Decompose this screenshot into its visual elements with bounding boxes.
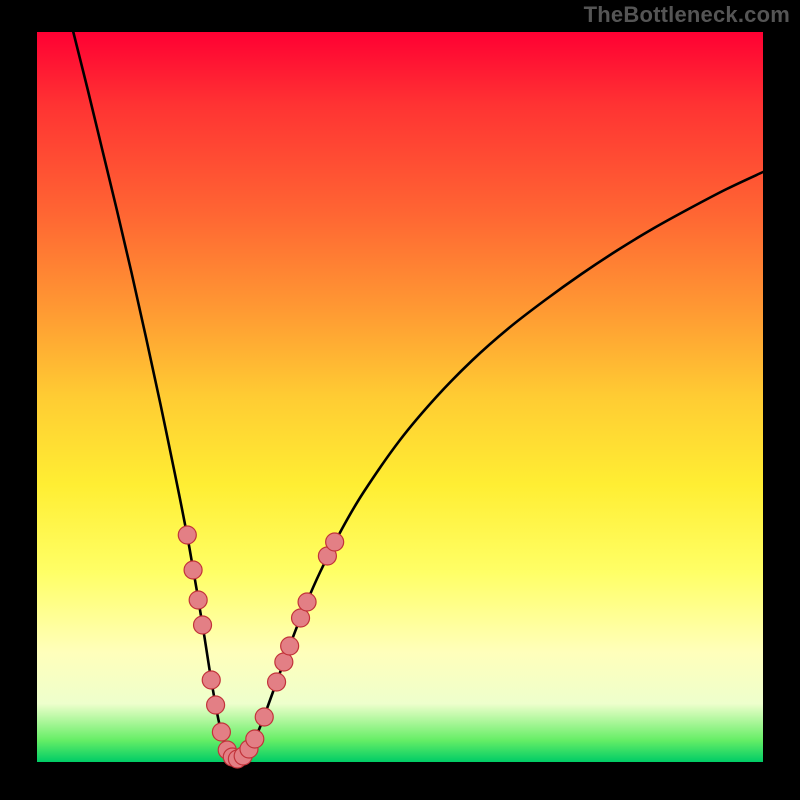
data-marker [255,708,273,726]
data-marker [189,591,207,609]
data-marker [275,653,293,671]
data-marker [281,637,299,655]
data-marker [212,723,230,741]
data-marker [326,533,344,551]
data-marker [268,673,286,691]
chart-overlay [0,0,800,800]
data-marker [298,593,316,611]
data-marker [184,561,202,579]
data-marker [292,609,310,627]
data-marker [202,671,220,689]
bottleneck-curve [73,32,763,760]
data-marker [194,616,212,634]
data-markers [178,526,343,768]
data-marker [246,730,264,748]
data-marker [207,696,225,714]
data-marker [178,526,196,544]
chart-canvas: TheBottleneck.com [0,0,800,800]
